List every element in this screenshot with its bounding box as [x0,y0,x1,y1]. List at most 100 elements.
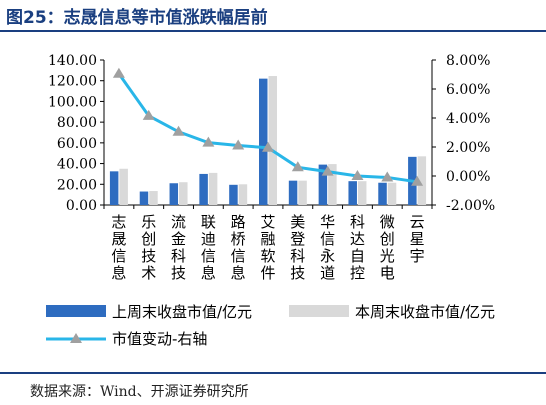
x-tick-label-char: 息 [231,264,246,282]
x-tick-label-char: 流 [171,213,186,231]
bar-this-week [387,182,397,205]
y-right-tick-label: -2.00% [446,198,495,214]
x-tick-label-char: 华 [320,213,335,231]
y-left-tick-label: 60.00 [57,136,97,152]
line-point [142,109,155,120]
x-tick-label-char: 桥 [231,230,246,248]
bar-last-week [109,171,119,205]
chart-axes [100,59,436,209]
line-point [202,136,215,147]
title-rule [0,30,546,32]
y-right-tick-label: 0.00% [446,169,490,185]
x-tick-label-char: 登 [290,230,305,248]
y-right-tick-label: 6.00% [446,82,490,98]
y-right-tick-label: 2.00% [446,140,490,156]
x-tick-label-char: 自 [350,247,365,265]
x-tick-label-char: 艾 [260,213,275,231]
bar-last-week [169,183,179,205]
bar-last-week [318,164,328,205]
x-tick-label-char: 乐 [141,213,156,231]
bar-this-week [328,164,337,205]
chart-line [112,67,424,186]
x-tick-label-char: 晟 [111,230,126,248]
x-tick-label-char: 术 [141,264,156,282]
chart-bars [109,76,427,205]
line-point [291,161,304,172]
chart: 0.00 20.00 40.00 60.00 80.00 100.00 120.00 140.… [46,53,495,348]
bar-this-week [357,181,367,205]
x-tick-label-char: 永 [320,247,335,265]
line-point [232,139,245,150]
x-tick-label-char: 息 [201,264,216,282]
y-right-tick-label: 4.00% [446,111,490,127]
x-tick-label-char: 星 [410,230,425,248]
x-tick-label-char: 创 [141,230,156,248]
bar-this-week [298,180,307,205]
figure-title: 图25：志晟信息等市值涨跌幅居前 [6,8,268,28]
y-left-tick-label: 80.00 [57,115,97,131]
bar-last-week [348,181,357,205]
x-tick-label-char: 科 [350,213,365,231]
x-tick-label-char: 融 [260,230,275,248]
x-tick-label-char: 科 [290,247,305,265]
bar-this-week [238,184,248,205]
x-tick-label-char: 光 [380,247,395,265]
x-tick-label-char: 金 [171,230,186,248]
x-tick-label-char: 迪 [201,230,216,248]
source-rule [0,372,546,374]
line-point [262,141,274,152]
x-tick-label-char: 信 [201,247,216,265]
bar-last-week [378,182,387,205]
legend-label-last-week: 上周末收盘市值/亿元 [112,303,252,321]
x-tick-label-char: 件 [260,264,275,282]
y-left-tick-label: 0.00 [66,198,97,214]
bar-last-week [139,191,149,205]
legend-marker-line [70,333,82,343]
x-tick-label-char: 创 [380,230,395,248]
x-tick-label-char: 科 [171,247,186,265]
y-left-tick-label: 100.00 [48,94,97,110]
x-tick-label-char: 志 [111,213,126,231]
source-note: 数据来源：Wind、开源证券研究所 [30,384,249,400]
y-left-tick-label: 40.00 [57,157,97,173]
line-point [172,125,185,136]
bar-this-week [149,191,158,205]
x-tick-label-char: 控 [350,264,365,282]
x-tick-label-char: 电 [380,264,395,282]
line-point [411,175,424,186]
x-tick-label-char: 技 [171,264,186,282]
x-tick-label-char: 道 [320,264,335,282]
x-tick-label-char: 路 [231,213,246,231]
line-point [112,67,125,78]
bar-this-week [268,76,277,205]
bar-this-week [208,172,218,205]
x-tick-label-char: 达 [350,230,365,248]
line-point [351,170,364,180]
bar-this-week [119,168,128,205]
bar-last-week [199,173,208,205]
x-tick-label-char: 信 [231,247,246,265]
legend-label-line: 市值变动-右轴 [112,330,207,348]
chart-tick-labels: 0.00 20.00 40.00 60.00 80.00 100.00 120.00 140.… [48,53,495,282]
x-tick-label-char: 联 [201,213,216,231]
x-tick-label-char: 美 [290,213,305,231]
bar-this-week [417,156,427,205]
y-left-tick-label: 140.00 [48,53,97,69]
y-left-tick-label: 20.00 [57,177,97,193]
line-point [381,171,394,182]
x-tick-label-char: 软 [260,247,275,265]
x-tick-label-char: 云 [410,213,425,231]
y-left-tick-label: 120.00 [48,74,97,90]
x-tick-label-char: 宇 [410,247,425,265]
x-tick-label-char: 技 [290,264,305,282]
y-right-tick-label: 8.00% [446,53,490,69]
legend-swatch-this-week [289,305,349,317]
legend-swatch-last-week [46,305,106,317]
line-point [321,165,334,176]
bar-last-week [259,78,268,205]
legend-label-this-week: 本周末收盘市值/亿元 [355,303,495,321]
bar-last-week [229,184,238,205]
x-tick-label-char: 微 [380,213,395,231]
line-market-cap-change [117,72,418,184]
